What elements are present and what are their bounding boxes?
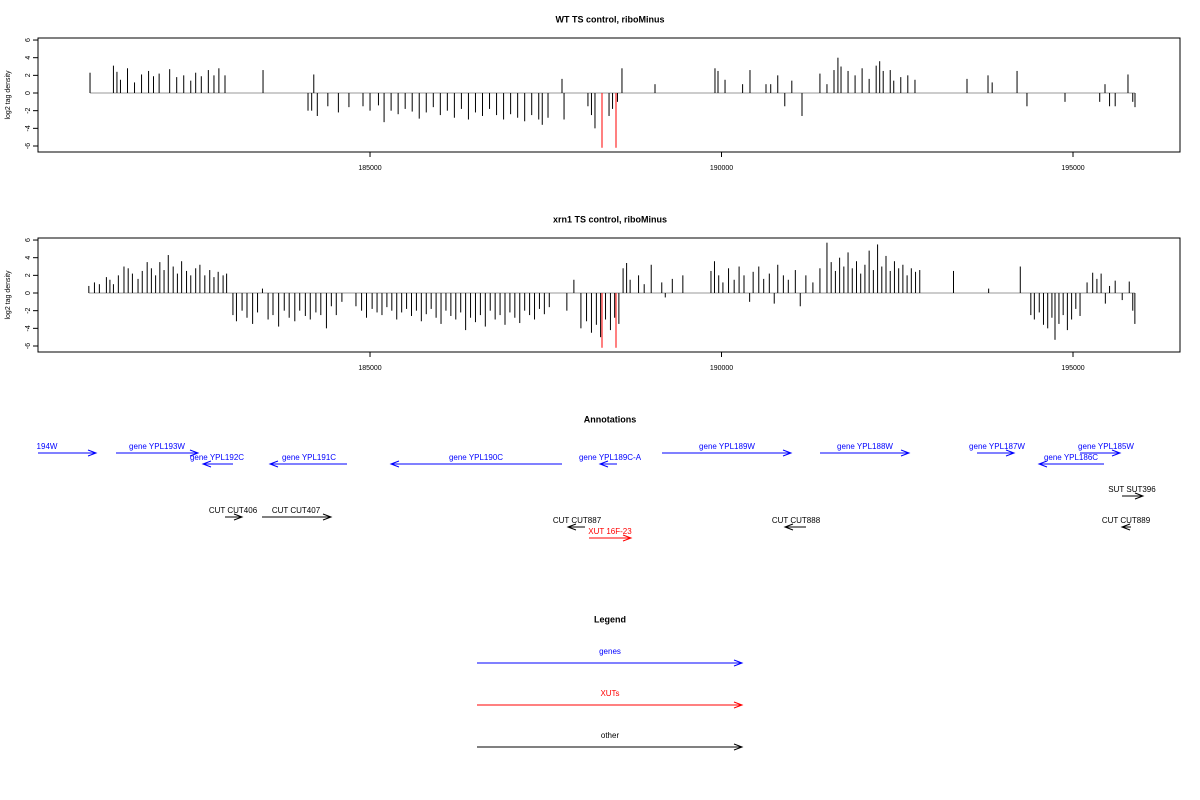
plot-frame [37,37,1181,153]
y-tick-label: 0 [25,91,32,95]
arrow-head [733,701,744,709]
y-tick-label: -6 [25,143,32,149]
arrow-head [1111,449,1122,457]
annotation-label: gene YPL193W [129,442,185,451]
annotation-label: CUT CUT406 [209,506,258,515]
annotation-label: CUT CUT889 [1102,516,1151,525]
legend-label: genes [599,647,621,656]
arrow-head [782,449,793,457]
y-tick-label: 6 [25,238,32,242]
chart-title: WT TS control, riboMinus [556,14,665,24]
y-tick-label: -2 [25,307,32,313]
arrow-head [389,460,400,468]
x-tick-label: 185000 [358,365,381,372]
x-tick-label: 195000 [1061,165,1084,172]
y-tick-label: -4 [25,325,32,331]
plot-frame [37,237,1181,353]
x-tick-label: 190000 [710,365,733,372]
annotation-label: gene YPL186C [1044,453,1098,462]
y-tick-label: 4 [25,56,32,60]
annotation-label: CUT CUT407 [272,506,321,515]
arrow-head [87,449,98,457]
y-tick-label: 2 [25,73,32,77]
annotation-label: gene YPL192C [190,453,244,462]
y-tick-label: 6 [25,38,32,42]
arrow-head [622,534,633,542]
annotation-label: gene YPL188W [837,442,893,451]
arrow-head [783,523,794,531]
y-axis-label: log2 tag density [5,270,12,320]
arrow-head [733,659,744,667]
annotation-label: gene YPL190C [449,453,503,462]
annotations-title: Annotations [584,414,637,424]
annotation-label: gene YPL191C [282,453,336,462]
y-tick-label: -4 [25,125,32,131]
arrow-head [1120,523,1131,531]
arrow-head [322,513,333,521]
annotation-label: CUT CUT888 [772,516,821,525]
annotation-label: SUT SUT396 [1108,485,1156,494]
y-tick-label: -2 [25,107,32,113]
legend-label: other [601,731,620,740]
chart-title: xrn1 TS control, riboMinus [553,214,667,224]
arrow-head [733,743,744,751]
y-tick-label: -6 [25,343,32,349]
x-tick-label: 190000 [710,165,733,172]
annotation-label: CUT CUT887 [553,516,602,525]
arrow-head [1037,460,1048,468]
legend-title: Legend [594,614,626,624]
arrow-head [268,460,279,468]
y-axis-label: log2 tag density [5,70,12,120]
arrow-head [233,513,244,521]
y-tick-label: 2 [25,273,32,277]
arrow-head [1134,492,1145,500]
annotation-label: XUT 16F-23 [588,527,632,536]
x-tick-label: 195000 [1061,365,1084,372]
arrow-head [566,523,577,531]
arrow-head [598,460,609,468]
arrow-head [201,460,212,468]
annotation-label: gene YPL189W [699,442,755,451]
arrow-head [1005,449,1016,457]
annotation-label: gene YPL189C-A [579,453,642,462]
arrow-head [189,449,200,457]
arrow-head [900,449,911,457]
annotation-label: 194W [37,442,58,451]
x-tick-label: 185000 [358,165,381,172]
legend-label: XUTs [600,689,619,698]
annotation-label: gene YPL187W [969,442,1025,451]
y-tick-label: 4 [25,256,32,260]
y-tick-label: 0 [25,291,32,295]
annotation-label: gene YPL185W [1078,442,1134,451]
